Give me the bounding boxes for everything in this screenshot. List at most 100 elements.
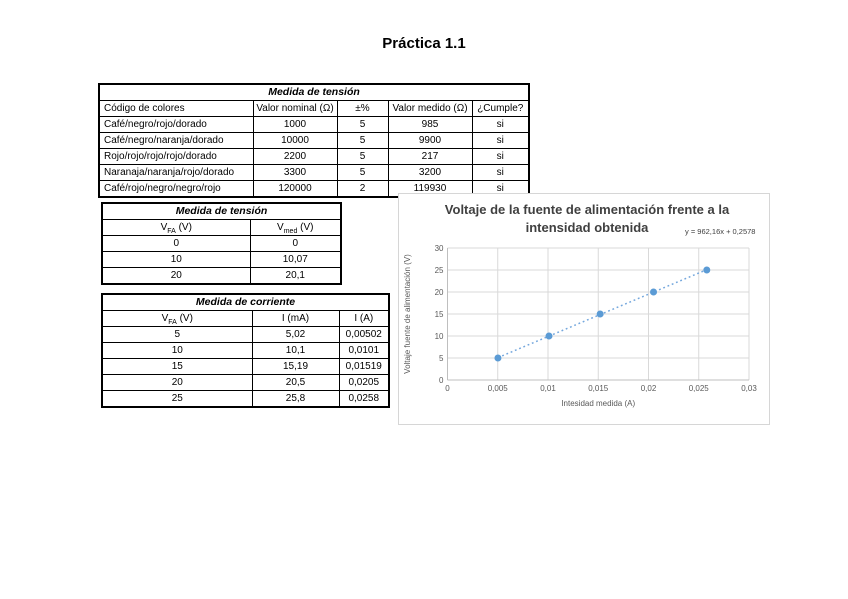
table-title-row: Medida de tensión — [101, 202, 342, 220]
cell-vfa: 10 — [101, 251, 251, 268]
y-tick-label: 5 — [439, 354, 444, 363]
cell-nominal: 2200 — [252, 148, 338, 165]
table-row: 0 0 — [101, 235, 342, 252]
voltage-vs-current-chart: 0 0,005 0,01 0,015 0,02 0,025 0,03 0 5 10 15 20 25 30… — [403, 202, 757, 408]
table-header-row: Código de colores Valor nominal (Ω) ±% V… — [98, 100, 530, 117]
col-header: I (mA) — [251, 310, 340, 327]
cell-measured: 3200 — [387, 164, 473, 181]
x-tick-label: 0,02 — [641, 384, 657, 393]
data-point — [650, 288, 658, 296]
cell-tolerance: 5 — [336, 148, 389, 165]
chart-panel: 0 0,005 0,01 0,015 0,02 0,025 0,03 0 5 10 15 20 25 30… — [398, 193, 770, 425]
cell-complies: si — [471, 148, 530, 165]
table-row: 25 25,8 0,0258 — [101, 390, 390, 408]
cell-vfa: 10 — [101, 342, 253, 359]
cell-ima: 20,5 — [251, 374, 340, 391]
cell-nominal: 10000 — [252, 132, 338, 149]
y-tick-label: 15 — [435, 310, 444, 319]
col-header: Código de colores — [98, 100, 254, 117]
cell-color-code: Café/negro/naranja/dorado — [98, 132, 254, 149]
cell-color-code: Naranaja/naranja/rojo/dorado — [98, 164, 254, 181]
cell-ima: 15,19 — [251, 358, 340, 375]
x-tick-label: 0,005 — [488, 384, 509, 393]
table-row: 10 10,07 — [101, 251, 342, 268]
cell-nominal: 3300 — [252, 164, 338, 181]
y-tick-label: 0 — [439, 376, 444, 385]
cell-ia: 0,0258 — [338, 390, 390, 408]
col-header: VFA (V) — [101, 310, 253, 327]
table-title: Medida de tensión — [98, 83, 530, 101]
cell-complies: si — [471, 132, 530, 149]
table-header-row: VFA (V) Vmed (V) — [101, 219, 342, 236]
cell-tolerance: 2 — [336, 180, 389, 198]
cell-measured: 9900 — [387, 132, 473, 149]
y-tick-label: 25 — [435, 266, 444, 275]
trendline-equation: y = 962,16x + 0,2578 — [685, 227, 755, 236]
cell-ia: 0,0101 — [338, 342, 390, 359]
cell-ia: 0,00502 — [338, 326, 390, 343]
data-point — [494, 354, 502, 362]
table-row: 20 20,1 — [101, 267, 342, 285]
cell-ima: 10,1 — [251, 342, 340, 359]
resistor-measure-table: Medida de tensión Código de colores Valo… — [98, 83, 531, 198]
x-tick-label: 0,025 — [689, 384, 710, 393]
cell-color-code: Café/rojo/negro/negro/rojo — [98, 180, 254, 198]
col-header: Vmed (V) — [249, 219, 342, 236]
chart-title: intensidad obtenida — [526, 220, 650, 235]
cell-vmed: 10,07 — [249, 251, 342, 268]
y-tick-label: 10 — [435, 332, 444, 341]
table-row: 5 5,02 0,00502 — [101, 326, 390, 343]
cell-vfa: 25 — [101, 390, 253, 408]
cell-complies: si — [471, 164, 530, 181]
y-tick-label: 30 — [435, 244, 444, 253]
cell-vfa: 0 — [101, 235, 251, 252]
table-row: Rojo/rojo/rojo/rojo/dorado 2200 5 217 si — [98, 148, 530, 165]
voltage-measure-table: Medida de tensión VFA (V) Vmed (V) 0 0 1… — [101, 202, 342, 285]
col-header: Valor medido (Ω) — [387, 100, 473, 117]
cell-ia: 0,01519 — [338, 358, 390, 375]
table-header-row: VFA (V) I (mA) I (A) — [101, 310, 390, 327]
table-row: 20 20,5 0,0205 — [101, 374, 390, 391]
cell-color-code: Café/negro/rojo/dorado — [98, 116, 254, 133]
table-title-row: Medida de corriente — [101, 293, 390, 311]
table-row: Naranaja/naranja/rojo/dorado 3300 5 3200… — [98, 164, 530, 181]
cell-tolerance: 5 — [336, 164, 389, 181]
cell-vfa: 5 — [101, 326, 253, 343]
cell-vfa: 20 — [101, 374, 253, 391]
cell-ia: 0,0205 — [338, 374, 390, 391]
current-measure-table: Medida de corriente VFA (V) I (mA) I (A)… — [101, 293, 391, 408]
cell-color-code: Rojo/rojo/rojo/rojo/dorado — [98, 148, 254, 165]
table-row: Café/negro/naranja/dorado 10000 5 9900 s… — [98, 132, 530, 149]
cell-vmed: 0 — [249, 235, 342, 252]
cell-ima: 5,02 — [251, 326, 340, 343]
cell-vmed: 20,1 — [249, 267, 342, 285]
col-header: ±% — [336, 100, 389, 117]
cell-tolerance: 5 — [336, 132, 389, 149]
col-header: I (A) — [338, 310, 390, 327]
data-point — [703, 266, 711, 274]
cell-vfa: 20 — [101, 267, 251, 285]
table-row: Café/negro/rojo/dorado 1000 5 985 si — [98, 116, 530, 133]
cell-measured: 985 — [387, 116, 473, 133]
x-tick-label: 0,01 — [540, 384, 556, 393]
cell-complies: si — [471, 116, 530, 133]
table-title: Medida de corriente — [101, 293, 390, 311]
cell-tolerance: 5 — [336, 116, 389, 133]
cell-nominal: 120000 — [252, 180, 338, 198]
chart-title: Voltaje de la fuente de alimentación fre… — [445, 202, 730, 217]
table-row: 10 10,1 0,0101 — [101, 342, 390, 359]
cell-ima: 25,8 — [251, 390, 340, 408]
col-header: VFA (V) — [101, 219, 251, 236]
table-title: Medida de tensión — [101, 202, 342, 220]
col-header: ¿Cumple? — [471, 100, 530, 117]
x-tick-label: 0 — [445, 384, 450, 393]
data-point — [545, 332, 553, 340]
table-row: 15 15,19 0,01519 — [101, 358, 390, 375]
col-header: Valor nominal (Ω) — [252, 100, 338, 117]
x-tick-label: 0,015 — [588, 384, 609, 393]
cell-nominal: 1000 — [252, 116, 338, 133]
cell-measured: 217 — [387, 148, 473, 165]
page-title: Práctica 1.1 — [382, 35, 466, 52]
cell-vfa: 15 — [101, 358, 253, 375]
trendline — [497, 268, 708, 359]
